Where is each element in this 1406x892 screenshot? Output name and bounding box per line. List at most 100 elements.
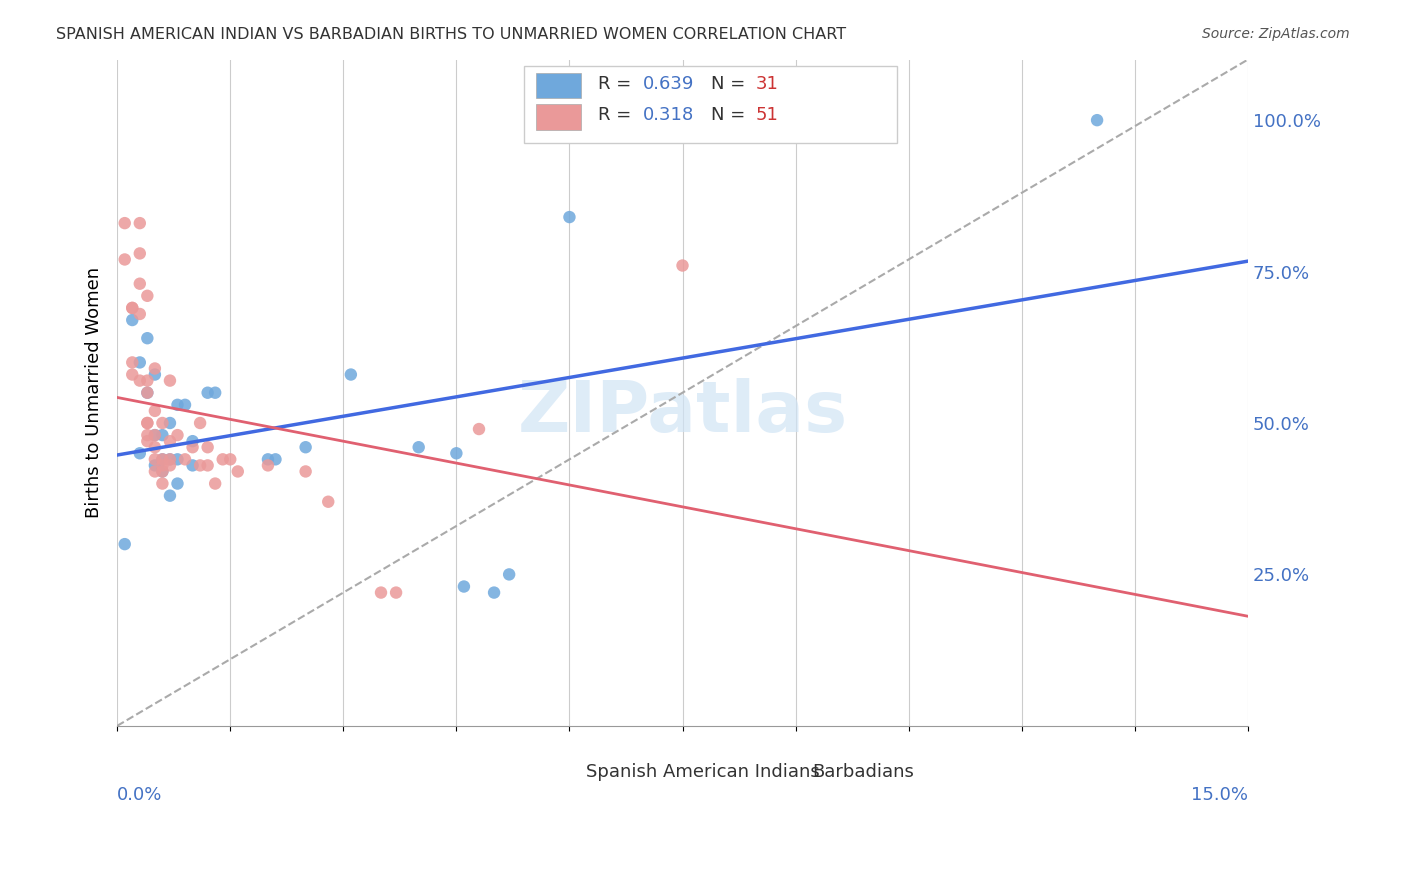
Point [211, 452, 233, 467]
Point [197, 440, 219, 454]
Point [128, 446, 150, 460]
Point [136, 331, 159, 345]
Point [316, 494, 339, 508]
Text: Spanish American Indians: Spanish American Indians [586, 764, 820, 781]
Point [128, 246, 150, 260]
Point [166, 398, 188, 412]
FancyBboxPatch shape [524, 763, 569, 782]
Point [128, 277, 150, 291]
Point [143, 404, 166, 418]
Point [159, 458, 181, 473]
Point [159, 434, 181, 449]
Point [143, 452, 166, 467]
Point [294, 465, 316, 479]
Point [143, 428, 166, 442]
Point [671, 259, 693, 273]
Point [174, 452, 197, 467]
Point [204, 476, 226, 491]
Point [159, 452, 181, 467]
Point [128, 216, 150, 230]
Text: Barbadians: Barbadians [813, 764, 914, 781]
Point [136, 385, 159, 400]
Point [294, 440, 316, 454]
Point [114, 216, 136, 230]
Point [188, 416, 211, 430]
Point [159, 489, 181, 503]
Point [204, 385, 226, 400]
Point [121, 301, 143, 315]
Point [121, 301, 143, 315]
Point [264, 452, 287, 467]
Point [152, 452, 174, 467]
Text: 0.0%: 0.0% [117, 786, 163, 804]
Point [188, 458, 211, 473]
Point [128, 355, 150, 369]
Point [1085, 113, 1108, 128]
Point [152, 465, 174, 479]
Point [121, 368, 143, 382]
Point [181, 434, 204, 449]
Point [136, 374, 159, 388]
Point [143, 361, 166, 376]
Point [468, 422, 491, 436]
Point [128, 307, 150, 321]
Point [121, 313, 143, 327]
Text: 0.639: 0.639 [643, 75, 695, 93]
Point [385, 585, 408, 599]
Text: 51: 51 [756, 106, 779, 124]
Point [136, 289, 159, 303]
Text: 15.0%: 15.0% [1191, 786, 1249, 804]
FancyBboxPatch shape [536, 73, 581, 98]
Point [257, 452, 280, 467]
Point [136, 416, 159, 430]
Point [181, 440, 204, 454]
Point [143, 458, 166, 473]
Y-axis label: Births to Unmarried Women: Births to Unmarried Women [86, 267, 103, 518]
Point [453, 580, 475, 594]
Point [446, 446, 468, 460]
Point [166, 476, 188, 491]
Text: 0.318: 0.318 [643, 106, 695, 124]
Point [114, 537, 136, 551]
Point [114, 252, 136, 267]
Point [136, 434, 159, 449]
Point [257, 458, 280, 473]
Text: Source: ZipAtlas.com: Source: ZipAtlas.com [1202, 27, 1350, 41]
Point [136, 416, 159, 430]
Point [219, 452, 242, 467]
FancyBboxPatch shape [536, 104, 581, 129]
Point [159, 374, 181, 388]
Point [152, 476, 174, 491]
Point [159, 452, 181, 467]
Point [143, 465, 166, 479]
Text: 31: 31 [756, 75, 779, 93]
Point [226, 465, 249, 479]
Text: R =: R = [598, 75, 637, 93]
Point [408, 440, 430, 454]
Point [128, 374, 150, 388]
Text: N =: N = [711, 75, 751, 93]
FancyBboxPatch shape [524, 66, 897, 143]
Point [197, 458, 219, 473]
Point [166, 452, 188, 467]
Text: SPANISH AMERICAN INDIAN VS BARBADIAN BIRTHS TO UNMARRIED WOMEN CORRELATION CHART: SPANISH AMERICAN INDIAN VS BARBADIAN BIR… [56, 27, 846, 42]
Point [159, 416, 181, 430]
Point [181, 458, 204, 473]
Point [136, 385, 159, 400]
Text: R =: R = [598, 106, 637, 124]
Point [558, 210, 581, 224]
FancyBboxPatch shape [756, 763, 801, 782]
Point [121, 355, 143, 369]
Point [143, 440, 166, 454]
Point [143, 368, 166, 382]
Point [482, 585, 505, 599]
Point [152, 452, 174, 467]
Point [166, 428, 188, 442]
Text: N =: N = [711, 106, 751, 124]
Point [174, 398, 197, 412]
Point [152, 428, 174, 442]
Point [143, 428, 166, 442]
Point [340, 368, 363, 382]
Point [498, 567, 520, 582]
Point [370, 585, 392, 599]
